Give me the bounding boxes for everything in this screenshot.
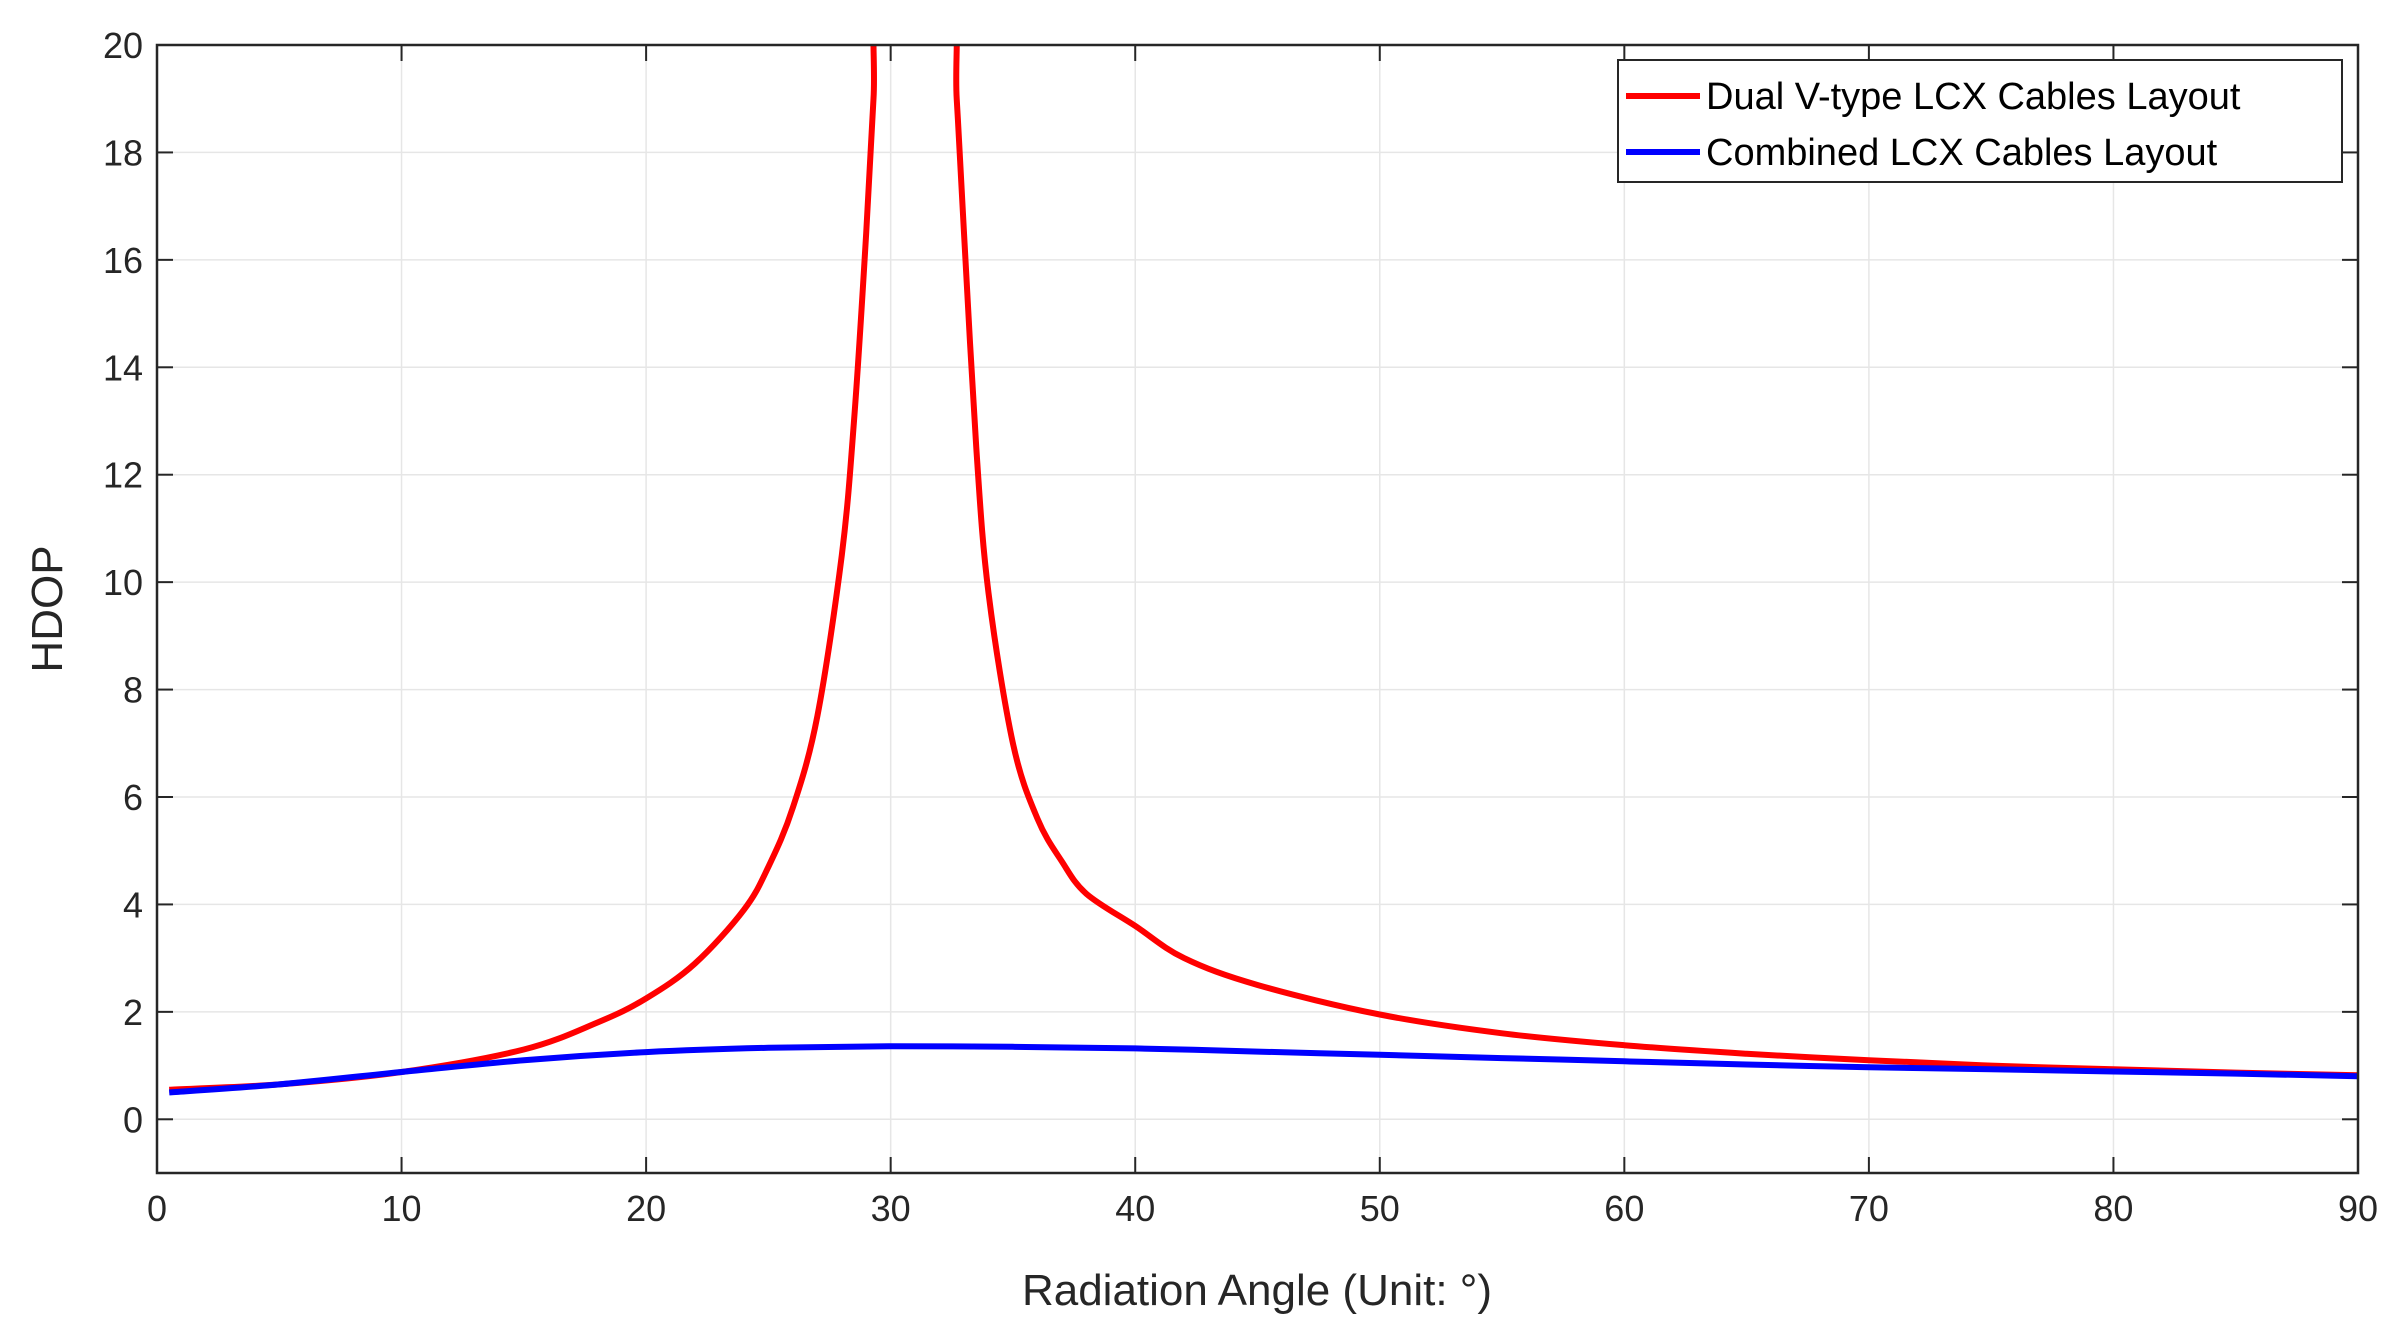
y-tick-label: 2 xyxy=(123,992,143,1033)
x-tick-labels: 0 10 20 30 40 50 60 70 80 90 xyxy=(147,1188,2378,1229)
x-tick-label: 20 xyxy=(626,1188,666,1229)
x-tick-label: 50 xyxy=(1360,1188,1400,1229)
grid xyxy=(156,44,2359,1173)
x-tick-label: 80 xyxy=(2093,1188,2133,1229)
legend-box xyxy=(1617,59,2343,183)
plot-background xyxy=(157,45,2358,1173)
x-tick-label: 0 xyxy=(147,1188,167,1229)
legend-label-dual-v-type: Dual V-type LCX Cables Layout xyxy=(1706,76,2241,118)
legend: Dual V-type LCX Cables Layout Combined L… xyxy=(1617,59,2343,183)
y-tick-label: 14 xyxy=(103,347,143,388)
series-lines xyxy=(168,45,2358,1096)
x-tick-label: 90 xyxy=(2338,1188,2378,1229)
y-tick-label: 0 xyxy=(123,1099,143,1140)
x-tick-label: 40 xyxy=(1115,1188,1155,1229)
plot-frame xyxy=(155,43,2360,1175)
y-tick-label: 10 xyxy=(103,562,143,603)
y-tick-label: 6 xyxy=(123,777,143,818)
y-tick-label: 12 xyxy=(103,455,143,496)
y-tick-labels: 0 2 4 6 8 10 12 14 16 18 20 xyxy=(103,25,143,1140)
x-tick-label: 10 xyxy=(382,1188,422,1229)
y-tick-label: 18 xyxy=(103,132,143,173)
x-axis-title: Radiation Angle (Unit: °) xyxy=(1022,1266,1492,1315)
combined-series-line xyxy=(168,1043,2358,1096)
y-tick-label: 8 xyxy=(123,670,143,711)
y-tick-label: 16 xyxy=(103,240,143,281)
y-axis-title: HDOP xyxy=(23,545,72,672)
y-tick-label: 20 xyxy=(103,25,143,66)
x-tick-label: 60 xyxy=(1604,1188,1644,1229)
legend-label-combined: Combined LCX Cables Layout xyxy=(1706,132,2218,174)
x-tick-label: 30 xyxy=(871,1188,911,1229)
x-tick-label: 70 xyxy=(1849,1188,1889,1229)
dual-v-type-series-line xyxy=(169,45,2358,1093)
y-tick-label: 4 xyxy=(123,884,143,925)
